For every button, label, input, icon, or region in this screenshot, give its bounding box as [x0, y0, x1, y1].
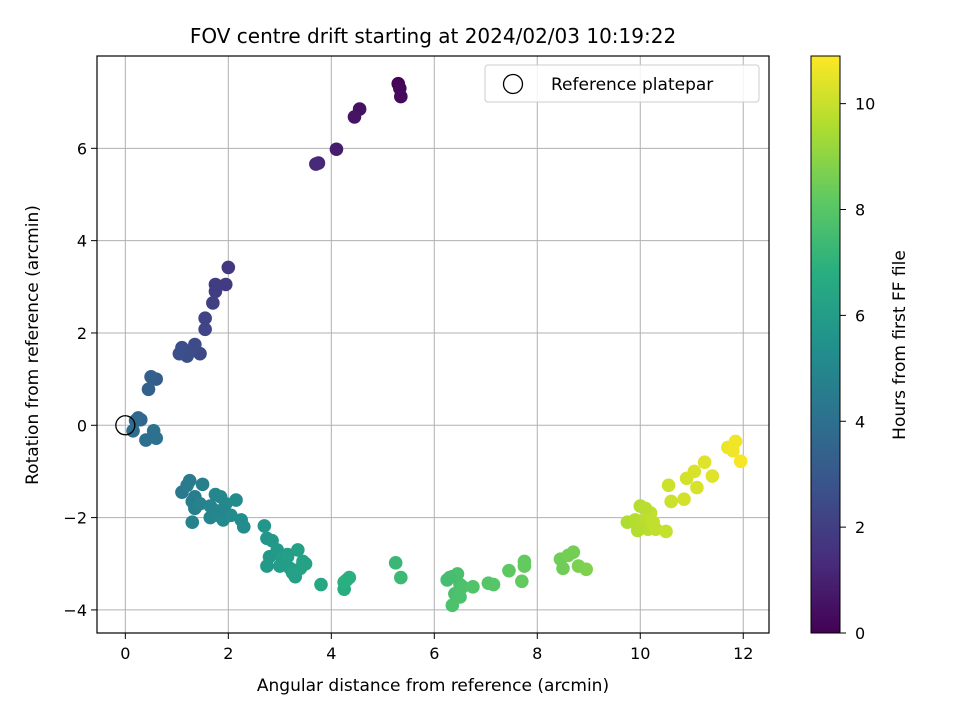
data-point [208, 284, 223, 299]
data-point [677, 492, 691, 506]
data-point [515, 574, 529, 589]
data-point [690, 480, 704, 495]
data-point [697, 455, 712, 470]
data-point [630, 523, 645, 538]
colorbar: 0 2 4 6 8 10 Hours from first FF file [810, 55, 910, 643]
data-point [144, 370, 158, 384]
data-point [293, 561, 308, 576]
colorbar-label: Hours from first FF file [890, 250, 910, 440]
data-point [257, 519, 272, 533]
colorbar-tick-label: 0 [855, 624, 865, 643]
y-tick-label: 2 [77, 324, 87, 343]
chart-title: FOV centre drift starting at 2024/02/03 … [190, 24, 676, 48]
legend-label: Reference platepar [551, 75, 713, 95]
x-tick-label: 4 [326, 644, 336, 663]
data-point [198, 311, 212, 325]
y-tick-label: −2 [63, 509, 87, 528]
data-point [556, 561, 570, 576]
data-point [185, 515, 200, 530]
data-point [224, 508, 238, 523]
colorbar-ticks: 0 2 4 6 8 10 [840, 95, 875, 643]
data-point [337, 575, 351, 590]
data-point [273, 559, 287, 573]
data-point [128, 413, 143, 428]
legend-box [484, 64, 760, 103]
data-point [502, 563, 516, 578]
x-tick-label: 2 [223, 644, 233, 663]
data-point [291, 543, 305, 557]
data-point [146, 424, 161, 438]
colorbar-gradient [810, 55, 841, 634]
data-point [229, 493, 243, 507]
data-point [486, 577, 501, 592]
x-tick-label: 8 [532, 644, 542, 663]
data-point [445, 598, 460, 613]
colorbar-tick-label: 2 [855, 518, 865, 537]
data-point [579, 562, 593, 577]
reference-marker [115, 415, 136, 436]
data-point [206, 296, 220, 310]
y-tick-label: 4 [77, 232, 87, 251]
x-tick-label: 12 [733, 644, 753, 663]
data-point [260, 559, 274, 573]
y-axis-label: Rotation from reference (arcmin) [23, 205, 43, 485]
x-tick-label: 0 [120, 644, 130, 663]
data-point [648, 522, 663, 536]
data-point [329, 142, 344, 157]
data-point [236, 520, 251, 534]
data-point [566, 545, 581, 560]
legend-marker-circle [502, 73, 524, 95]
data-point [661, 478, 676, 493]
x-tick-label: 10 [630, 644, 650, 663]
data-point [388, 556, 403, 570]
data-point [309, 157, 323, 171]
data-point [517, 559, 532, 573]
colorbar-tick-label: 6 [855, 306, 865, 325]
data-point [394, 89, 408, 104]
data-point [182, 473, 197, 488]
x-tick-label: 6 [429, 644, 439, 663]
data-point [687, 464, 702, 479]
colorbar-tick-label: 8 [855, 201, 865, 220]
y-tick-label: 6 [77, 139, 87, 158]
data-point [733, 454, 748, 469]
data-point [139, 433, 153, 447]
data-point [455, 580, 470, 594]
data-point [705, 469, 720, 483]
y-axis-ticks: −4 −2 0 2 4 6 [63, 139, 97, 620]
y-tick-label: 0 [77, 416, 87, 435]
colorbar-tick-label: 10 [855, 95, 875, 114]
data-point [203, 499, 218, 513]
x-axis-label: Angular distance from reference (arcmin) [257, 676, 609, 696]
data-point [314, 577, 328, 592]
data-point [466, 580, 480, 594]
colorbar-tick-label: 4 [855, 412, 865, 431]
data-point [659, 524, 673, 539]
data-point [442, 570, 457, 585]
data-point [726, 443, 740, 458]
data-point [280, 550, 295, 564]
y-tick-label: −4 [63, 601, 87, 620]
data-point [394, 570, 408, 585]
data-point [198, 322, 212, 337]
data-point [347, 110, 362, 124]
data-point [141, 382, 156, 397]
data-point [195, 477, 210, 492]
data-point [218, 277, 233, 292]
data-point [193, 496, 207, 511]
plot-frame [96, 55, 770, 634]
data-point [664, 494, 678, 509]
data-point [638, 501, 653, 516]
data-point [221, 260, 236, 275]
data-point [172, 346, 187, 361]
legend: Reference platepar [484, 64, 760, 103]
x-axis-ticks: 0 2 4 6 8 10 12 [120, 633, 753, 663]
data-points [115, 76, 748, 613]
data-point [213, 503, 228, 518]
